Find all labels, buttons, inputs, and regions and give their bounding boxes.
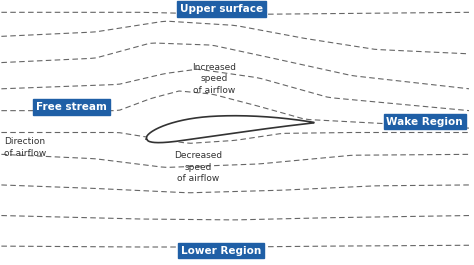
Text: Upper surface: Upper surface — [180, 4, 263, 14]
Polygon shape — [146, 116, 314, 143]
Text: Decreased
speed
of airflow: Decreased speed of airflow — [174, 151, 222, 183]
Text: Free stream: Free stream — [36, 102, 107, 112]
Text: Increased
speed
of airflow: Increased speed of airflow — [192, 63, 236, 95]
Text: Direction
of airflow: Direction of airflow — [4, 137, 46, 158]
Text: Wake Region: Wake Region — [386, 117, 463, 127]
Text: Lower Region: Lower Region — [181, 245, 261, 255]
